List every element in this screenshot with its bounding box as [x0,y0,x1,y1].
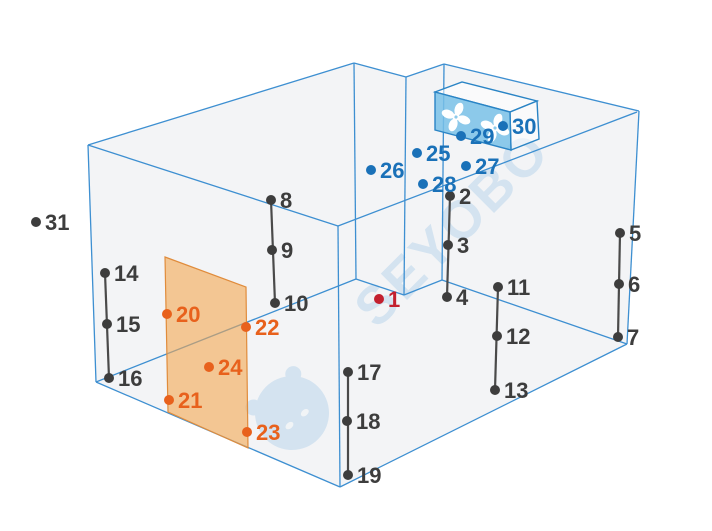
sensor-label-6: 6 [628,272,640,297]
sensor-label-25: 25 [426,141,450,166]
sensor-point-20 [162,309,172,319]
room-edge [405,63,445,78]
room-edge [355,278,405,296]
sensor-label-27: 27 [475,154,499,179]
sensor-point-26 [366,165,376,175]
sensor-label-13: 13 [504,378,528,403]
sensor-label-3: 3 [457,233,469,258]
sensor-label-21: 21 [178,388,202,413]
sensor-label-30: 30 [512,114,536,139]
sensor-label-9: 9 [281,238,293,263]
room-edge [339,343,628,488]
room-edge [443,63,640,112]
sensor-point-27 [461,161,471,171]
sensor-label-26: 26 [380,158,404,183]
sensor-label-24: 24 [218,355,243,380]
sensor-label-8: 8 [280,188,292,213]
sensor-label-10: 10 [284,291,308,316]
sensor-point-4 [442,292,452,302]
sensor-label-18: 18 [356,409,380,434]
fan-blade [480,120,494,130]
sensor-point-1 [374,294,384,304]
sensor-point-2 [445,191,455,201]
sensor-point-8 [266,195,276,205]
fan-blade [487,129,497,143]
room-edge [403,279,443,296]
sensor-point-13 [490,385,500,395]
sensor-label-16: 16 [118,366,142,391]
sensor-label-29: 29 [470,124,494,149]
room-edge [626,110,640,345]
sensor-label-28: 28 [432,172,456,197]
sensor-label-22: 22 [255,315,279,340]
fan-hub-hole [454,115,458,119]
watermark-logo-ear-left [245,399,262,416]
fan-blade [457,115,471,125]
door-panel [164,256,249,449]
fan-blade [454,102,464,116]
sensor-point-29 [456,131,466,141]
sensor-point-15 [102,319,112,329]
sensor-point-21 [164,395,174,405]
sensor-point-25 [412,148,422,158]
room-edge [353,62,357,280]
sensor-label-2: 2 [459,184,471,209]
sensor-point-6 [614,279,624,289]
room-edge [87,62,355,146]
watermark-logo-ear-right [285,366,302,383]
sensor-label-12: 12 [506,324,530,349]
sensor-label-23: 23 [256,420,280,445]
watermark-logo-eye-left [285,421,294,430]
sensor-label-14: 14 [114,261,139,286]
sensor-label-31: 31 [45,210,69,235]
sensor-label-7: 7 [627,325,639,350]
watermark-logo-head [255,376,329,450]
room-edge [87,144,339,227]
fan-icon [441,102,471,132]
sensor-point-28 [418,179,428,189]
fan-blade [441,109,455,119]
sensor-point-12 [492,331,502,341]
sensor-point-10 [270,298,280,308]
sensor-point-30 [498,121,508,131]
fan-hub-hole [493,126,497,130]
sensor-point-22 [241,322,251,332]
sensor-point-31 [31,217,41,227]
sensor-label-20: 20 [176,302,200,327]
sensor-label-11: 11 [507,275,530,300]
watermark-logo [245,366,329,450]
room-edge [337,111,638,227]
watermark-logo-eye-right [300,409,309,417]
sensor-label-19: 19 [357,463,381,488]
sensor-point-19 [343,470,353,480]
sensor-point-16 [104,373,114,383]
sensor-label-5: 5 [629,221,641,246]
fan-blade [448,118,458,132]
room-edge [87,144,97,383]
watermark-logo-visor [274,398,320,440]
sensor-label-4: 4 [456,285,469,310]
room-edge [337,225,341,488]
sensor-point-3 [443,240,453,250]
sensor-point-23 [242,427,252,437]
sensor-point-24 [204,362,214,372]
room-edge [353,62,407,78]
sensor-point-7 [613,332,623,342]
sensor-point-5 [615,228,625,238]
room-edge [403,76,407,296]
sensor-point-18 [342,416,352,426]
sensor-point-11 [493,282,503,292]
sensor-label-1: 1 [388,287,400,312]
sensor-point-14 [100,268,110,278]
sensor-label-15: 15 [116,312,140,337]
sensor-point-17 [343,367,353,377]
sensor-point-9 [267,245,277,255]
room-edge [441,279,628,345]
sensor-label-17: 17 [357,360,381,385]
